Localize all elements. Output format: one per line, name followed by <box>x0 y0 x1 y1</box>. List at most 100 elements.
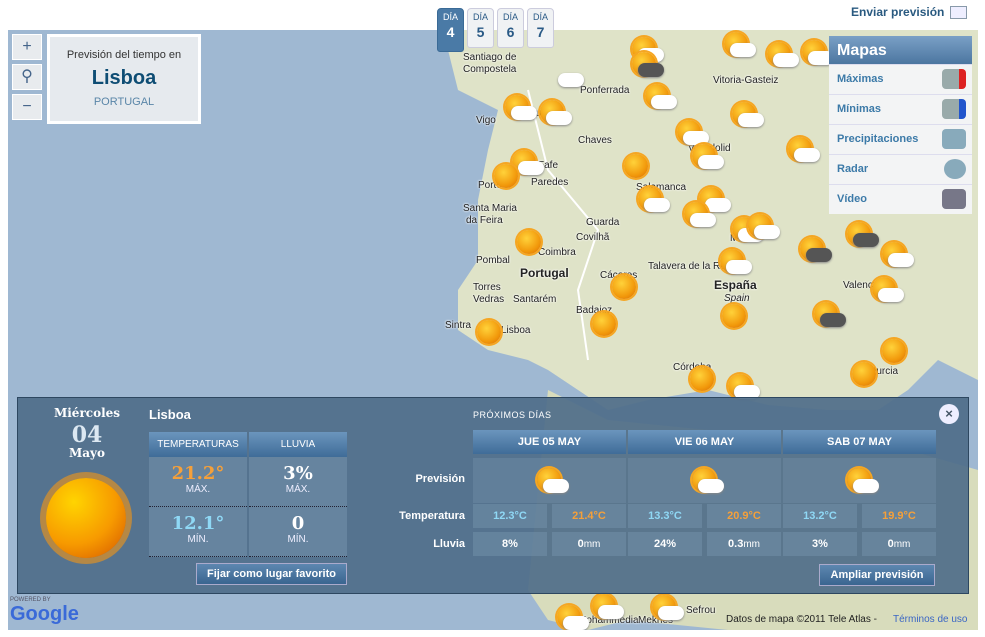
weather-sun-cloud-icon[interactable] <box>720 30 756 60</box>
weather-sun-icon[interactable] <box>718 302 752 332</box>
google-logo: POWERED BY Google <box>10 597 79 626</box>
sun-cloud-icon <box>533 466 569 496</box>
weather-sun-cloud-icon[interactable] <box>724 372 760 402</box>
weather-sun-cloud-icon[interactable] <box>680 200 716 230</box>
day-header: JUE 05 MAY <box>473 430 626 454</box>
maps-item-precipitaciones[interactable]: Precipitaciones <box>829 124 972 154</box>
weather-rain-icon[interactable] <box>810 300 846 330</box>
rain-probability: 24% <box>628 532 702 556</box>
city-label: Porto <box>478 180 502 191</box>
weather-sun-icon[interactable] <box>490 162 524 192</box>
city-label: Guarda <box>586 217 620 228</box>
zoom-in-button[interactable]: + <box>12 34 42 60</box>
tab-day-5[interactable]: DÍA 5 <box>467 8 494 48</box>
city-label: España <box>714 278 757 292</box>
city-label: Santiago de <box>463 52 517 63</box>
weather-sun-cloud-icon[interactable] <box>673 118 709 148</box>
weather-sun-cloud-icon[interactable] <box>878 240 914 270</box>
weather-rain-icon[interactable] <box>843 220 879 250</box>
rain-max: 3% <box>283 463 313 484</box>
zoom-out-button[interactable]: − <box>12 94 42 120</box>
weather-cloud-icon[interactable] <box>548 60 584 90</box>
weather-sun-icon[interactable] <box>588 310 622 340</box>
weather-rain-icon[interactable] <box>628 50 664 80</box>
tab-day-7[interactable]: DÍA 7 <box>527 8 554 48</box>
forecast-icon-cell <box>473 458 626 503</box>
weather-sun-cloud-icon[interactable] <box>744 212 780 242</box>
weather-sun-icon[interactable] <box>608 273 642 303</box>
city-label: Vedras <box>473 294 505 305</box>
weather-sun-cloud-icon[interactable] <box>648 593 684 623</box>
weather-sun-icon[interactable] <box>620 152 654 182</box>
weather-sun-icon[interactable] <box>473 318 507 348</box>
max-temp: 20.9°C <box>707 504 781 528</box>
tab-day-6[interactable]: DÍA 6 <box>497 8 524 48</box>
weather-sun-icon[interactable] <box>686 365 720 395</box>
maps-item-label: Precipitaciones <box>837 133 919 145</box>
set-favorite-button[interactable]: Fijar como lugar favorito <box>196 563 347 585</box>
expand-forecast-button[interactable]: Ampliar previsión <box>819 564 935 586</box>
city-label: Badajoz <box>576 305 613 316</box>
map-credits: Datos de mapa ©2011 Tele Atlas - <box>726 614 877 625</box>
rain-amount: 0.3mm <box>707 532 781 556</box>
terms-link[interactable]: Términos de uso <box>893 614 968 625</box>
city-label: Fafe <box>538 160 559 171</box>
maps-item-video[interactable]: Vídeo <box>829 184 972 214</box>
city-label: Salamanca <box>636 182 687 193</box>
city-label: Portugal <box>520 266 569 280</box>
rain-mm: 0 <box>887 538 894 550</box>
today-date: Miércoles 04 Mayo <box>42 406 132 460</box>
send-forecast-link[interactable]: Enviar previsión <box>851 5 945 19</box>
tab-number: 4 <box>446 24 455 40</box>
city-label: Santarém <box>513 294 557 305</box>
maps-item-label: Máximas <box>837 73 884 85</box>
min-temp: 12.1° <box>171 513 225 534</box>
maps-item-radar[interactable]: Radar <box>829 154 972 184</box>
row-label-forecast: Previsión <box>415 473 465 485</box>
weather-sun-cloud-icon[interactable] <box>641 82 677 112</box>
weather-sun-cloud-icon[interactable] <box>588 592 624 622</box>
weather-sun-cloud-icon[interactable] <box>798 38 834 68</box>
tab-day-4[interactable]: DÍA 4 <box>437 8 464 52</box>
weather-sun-cloud-icon[interactable] <box>716 247 752 277</box>
weekday: Miércoles <box>53 406 121 420</box>
tab-number: 7 <box>536 24 545 40</box>
forecast-icon-cell <box>783 458 936 503</box>
weather-sun-cloud-icon[interactable] <box>728 100 764 130</box>
day-number: 04 <box>71 422 103 448</box>
maps-item-maximas[interactable]: Máximas <box>829 64 972 94</box>
tab-number: 6 <box>506 24 515 40</box>
magnifier-icon[interactable]: ⚲ <box>12 64 42 90</box>
envelope-icon[interactable] <box>950 6 967 19</box>
weather-rain-icon[interactable] <box>796 235 832 265</box>
min-temp: 13.2°C <box>783 504 857 528</box>
weather-sun-icon[interactable] <box>513 228 547 258</box>
max-temp: 21.4°C <box>552 504 626 528</box>
weather-sun-cloud-icon[interactable] <box>688 142 724 172</box>
location-city: Lisboa <box>91 67 157 89</box>
min-temp: 13.3°C <box>628 504 702 528</box>
weather-sun-cloud-icon[interactable] <box>763 40 799 70</box>
weather-sun-cloud-icon[interactable] <box>784 135 820 165</box>
weather-sun-cloud-icon[interactable] <box>634 185 670 215</box>
city-label: da Feira <box>466 215 503 226</box>
sun-cloud-icon <box>843 466 879 496</box>
rain-header: LLUVIA <box>249 432 347 457</box>
max-temp-cell: 21.2° MÁX. <box>149 457 247 507</box>
weather-sun-cloud-icon[interactable] <box>553 603 589 630</box>
weather-sun-cloud-icon[interactable] <box>868 275 904 305</box>
city-label: Lisboa <box>501 325 531 336</box>
location-card: Previsión del tiempo en Lisboa PORTUGAL <box>47 34 201 124</box>
weather-sun-cloud-icon[interactable] <box>501 93 537 123</box>
close-button[interactable]: × <box>939 404 959 424</box>
min-label: MÍN. <box>187 534 209 545</box>
weather-sun-icon[interactable] <box>878 337 912 367</box>
city-label: Paredes <box>531 177 569 188</box>
weather-sun-icon[interactable] <box>848 360 882 390</box>
maps-item-minimas[interactable]: Mínimas <box>829 94 972 124</box>
weather-sun-cloud-icon[interactable] <box>536 98 572 128</box>
tab-label: DÍA <box>502 12 518 22</box>
maps-item-label: Radar <box>837 163 869 175</box>
tab-label: DÍA <box>472 12 488 22</box>
radar-icon <box>944 159 966 179</box>
